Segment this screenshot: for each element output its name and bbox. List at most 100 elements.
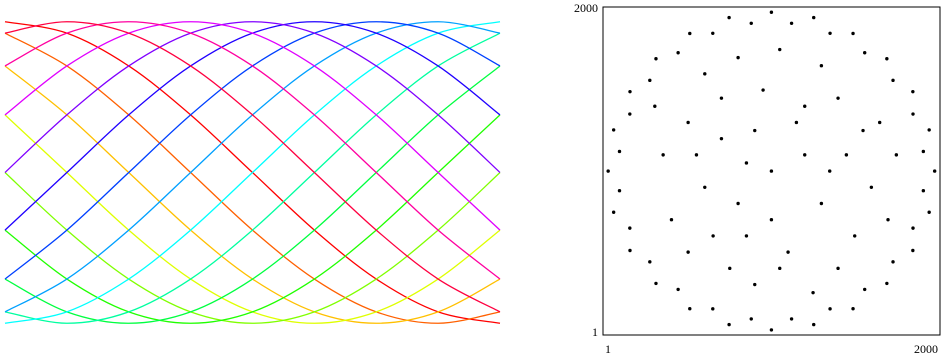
point [863, 287, 867, 292]
point [927, 128, 931, 132]
point [719, 136, 724, 141]
point [703, 185, 707, 189]
point [769, 169, 774, 173]
point [653, 104, 657, 108]
point [894, 153, 899, 157]
point [719, 96, 724, 100]
point [921, 188, 926, 193]
point [628, 89, 632, 94]
point [911, 226, 915, 230]
point [727, 15, 731, 20]
y-tick-label: 1 [592, 325, 598, 339]
point [828, 307, 832, 311]
point [828, 31, 832, 36]
point [628, 112, 632, 116]
curve [4, 21, 501, 173]
point [753, 282, 757, 287]
curve [4, 21, 501, 231]
point [794, 120, 799, 125]
point [836, 96, 840, 100]
point [789, 21, 794, 25]
curve [4, 114, 501, 324]
point [727, 322, 731, 327]
point [688, 306, 692, 311]
point [703, 72, 707, 76]
point [803, 104, 807, 108]
curve [4, 21, 501, 313]
point [836, 266, 840, 271]
point [688, 31, 692, 36]
point [778, 47, 782, 52]
curve [4, 21, 501, 280]
point [753, 128, 757, 133]
point [819, 64, 824, 68]
point [711, 307, 715, 311]
point [611, 210, 616, 214]
point [606, 169, 610, 173]
point [789, 317, 794, 321]
point [851, 306, 855, 311]
point [869, 185, 874, 189]
point [811, 290, 815, 295]
point [628, 248, 632, 253]
point [711, 234, 715, 238]
point [676, 51, 680, 55]
point [769, 10, 774, 14]
curve [4, 32, 501, 324]
x-tick-label: 2000 [914, 342, 938, 356]
point [654, 57, 658, 61]
curve [4, 21, 501, 231]
point [911, 248, 915, 253]
point [844, 153, 849, 157]
curve [4, 21, 501, 280]
point [617, 188, 622, 193]
curve [4, 65, 501, 324]
point [661, 153, 665, 157]
point [654, 281, 658, 286]
curve [4, 21, 501, 313]
point [648, 260, 652, 264]
point [611, 128, 616, 132]
point [676, 287, 680, 292]
point [628, 226, 632, 230]
point [694, 153, 699, 157]
point [769, 218, 774, 222]
point [911, 112, 915, 116]
point [728, 266, 732, 271]
point [786, 250, 790, 254]
point [686, 120, 690, 125]
point [891, 260, 895, 264]
point [812, 322, 816, 327]
point [851, 31, 855, 36]
point [648, 78, 652, 83]
point [828, 169, 832, 173]
curve [4, 114, 501, 324]
point [803, 153, 807, 157]
point [778, 266, 782, 271]
point [686, 250, 690, 254]
point [891, 78, 895, 83]
point [812, 15, 816, 20]
curve [4, 172, 501, 324]
x-tick-label: 1 [605, 342, 611, 356]
point [932, 169, 937, 173]
point [911, 89, 915, 94]
point [749, 317, 753, 321]
point [744, 234, 749, 238]
plot-frame [602, 6, 941, 336]
curve [4, 21, 501, 324]
point [885, 57, 889, 61]
point [819, 201, 824, 206]
point [886, 218, 890, 222]
point [853, 234, 857, 238]
point [927, 210, 931, 214]
curve [4, 32, 501, 324]
curve [4, 65, 501, 324]
point [863, 51, 867, 55]
point [736, 201, 740, 206]
point [861, 128, 865, 133]
point [669, 218, 674, 222]
point [769, 328, 774, 332]
point [761, 88, 765, 92]
